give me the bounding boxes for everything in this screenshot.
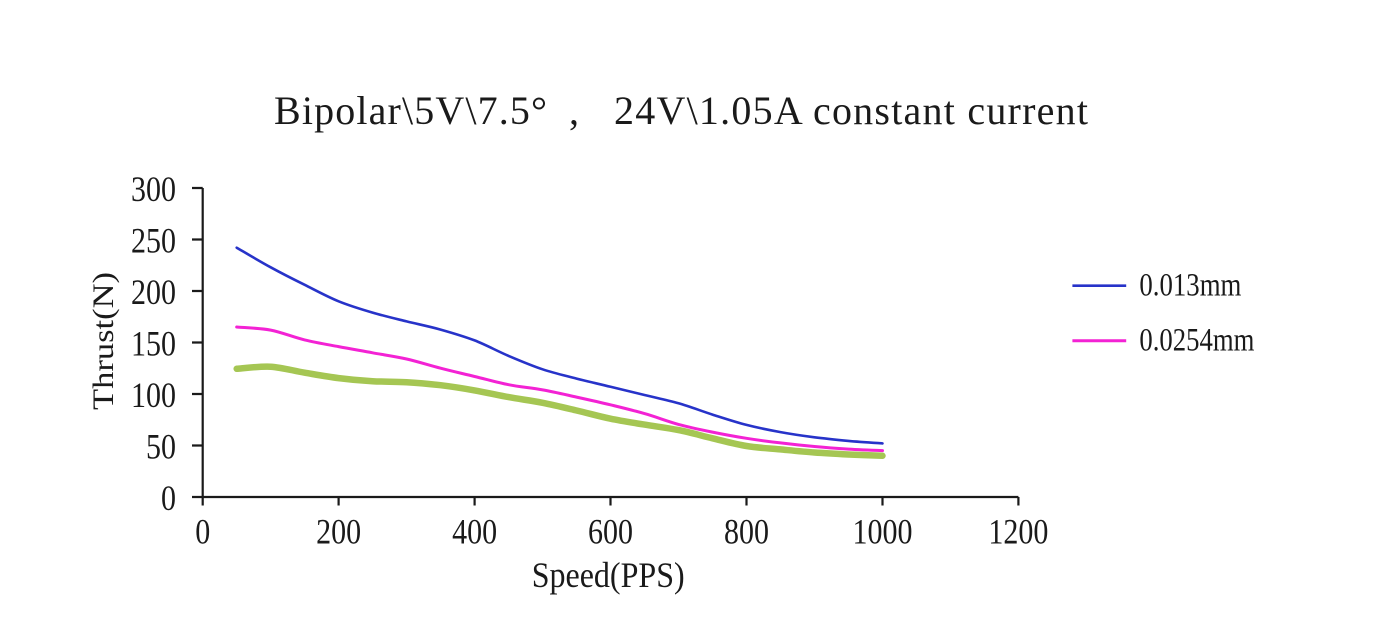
svg-text:300: 300: [131, 169, 176, 209]
svg-text:Speed(PPS): Speed(PPS): [532, 555, 685, 595]
svg-text:1000: 1000: [853, 512, 913, 552]
svg-text:0: 0: [195, 512, 210, 552]
svg-text:24V\1.05A constant current: 24V\1.05A constant current: [614, 88, 1088, 133]
svg-text:200: 200: [316, 512, 361, 552]
svg-text:50: 50: [146, 427, 176, 467]
svg-text:400: 400: [452, 512, 497, 552]
svg-text:150: 150: [131, 324, 176, 364]
svg-text:100: 100: [131, 375, 176, 415]
svg-text:0.0254mm: 0.0254mm: [1139, 323, 1254, 359]
svg-text:1200: 1200: [988, 512, 1048, 552]
svg-text:0.013mm: 0.013mm: [1139, 268, 1241, 304]
svg-text:0: 0: [161, 478, 176, 518]
svg-text:250: 250: [131, 221, 176, 261]
svg-text:200: 200: [131, 272, 176, 312]
svg-text:Bipolar\5V\7.5°: Bipolar\5V\7.5°: [274, 88, 547, 133]
svg-text:600: 600: [588, 512, 633, 552]
svg-text:Thrust(N): Thrust(N): [87, 272, 120, 410]
svg-text:,: ,: [569, 88, 579, 133]
svg-text:800: 800: [724, 512, 769, 552]
